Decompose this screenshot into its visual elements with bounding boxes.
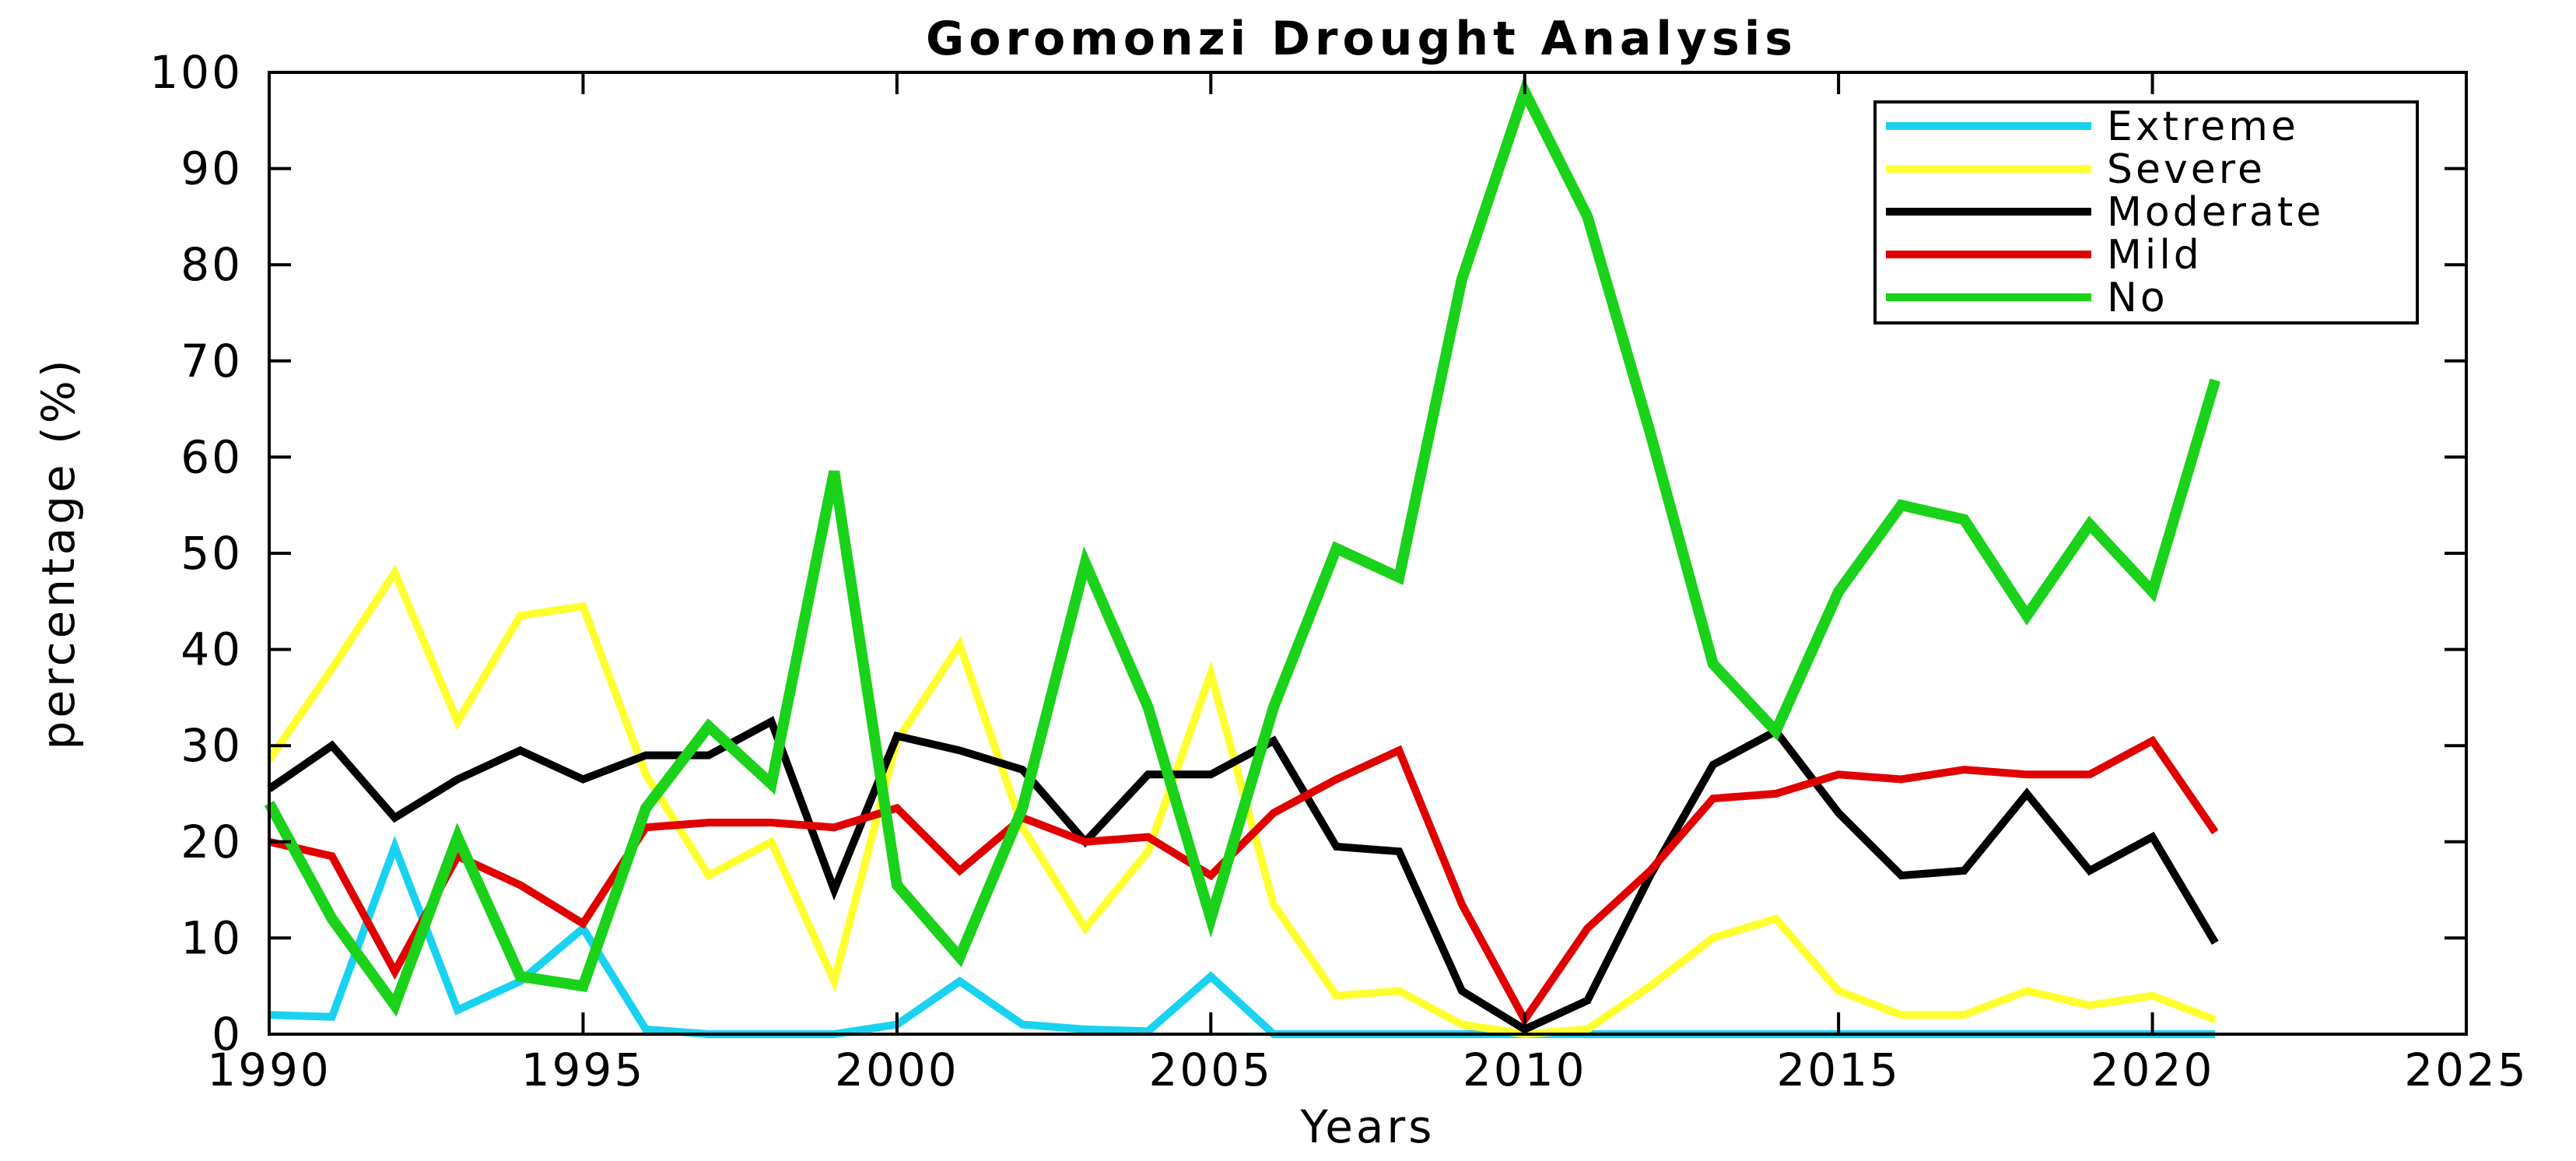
y-tick-label: 10 <box>180 911 243 964</box>
x-tick-label: 2000 <box>835 1043 959 1096</box>
y-tick-label: 60 <box>180 430 243 483</box>
y-tick-label: 40 <box>180 623 243 676</box>
y-tick-label: 30 <box>180 719 243 772</box>
y-axis-label: percentage (%) <box>32 357 85 750</box>
x-tick-label: 2015 <box>1776 1043 1901 1096</box>
legend-label-severe: Severe <box>2107 146 2266 193</box>
series-line-severe <box>265 564 2217 1039</box>
y-tick-label: 80 <box>180 238 243 291</box>
y-tick-label: 100 <box>149 46 243 99</box>
series-line-no <box>264 77 2221 1017</box>
legend-label-extreme: Extreme <box>2107 103 2299 150</box>
y-tick-label: 90 <box>180 142 243 195</box>
chart-title: Goromonzi Drought Analysis <box>926 12 1797 66</box>
y-tick-label: 20 <box>180 816 243 868</box>
ticks-layer: 1990 1995 2000 2005 2010 2015 2020 2025 0 10 20 30 4… <box>149 46 2529 1096</box>
series-line-moderate <box>267 716 2219 1034</box>
legend-label-moderate: Moderate <box>2107 189 2324 236</box>
x-tick-label: 1990 <box>207 1043 331 1096</box>
x-tick-label: 2005 <box>1148 1043 1273 1096</box>
y-tick-label: 50 <box>180 527 243 580</box>
x-tick-label: 2020 <box>2091 1043 2215 1096</box>
x-tick-label: 1995 <box>521 1043 646 1096</box>
y-tick-label: 0 <box>212 1008 243 1061</box>
y-tick-label: 70 <box>180 335 243 388</box>
x-axis-label: Years <box>1299 1100 1435 1153</box>
series-line-mild <box>268 735 2219 1028</box>
x-tick-label: 2010 <box>1463 1043 1587 1096</box>
legend-label-mild: Mild <box>2107 232 2203 279</box>
x-tick-label: 2025 <box>2404 1043 2529 1096</box>
legend-label-no: No <box>2107 275 2168 321</box>
